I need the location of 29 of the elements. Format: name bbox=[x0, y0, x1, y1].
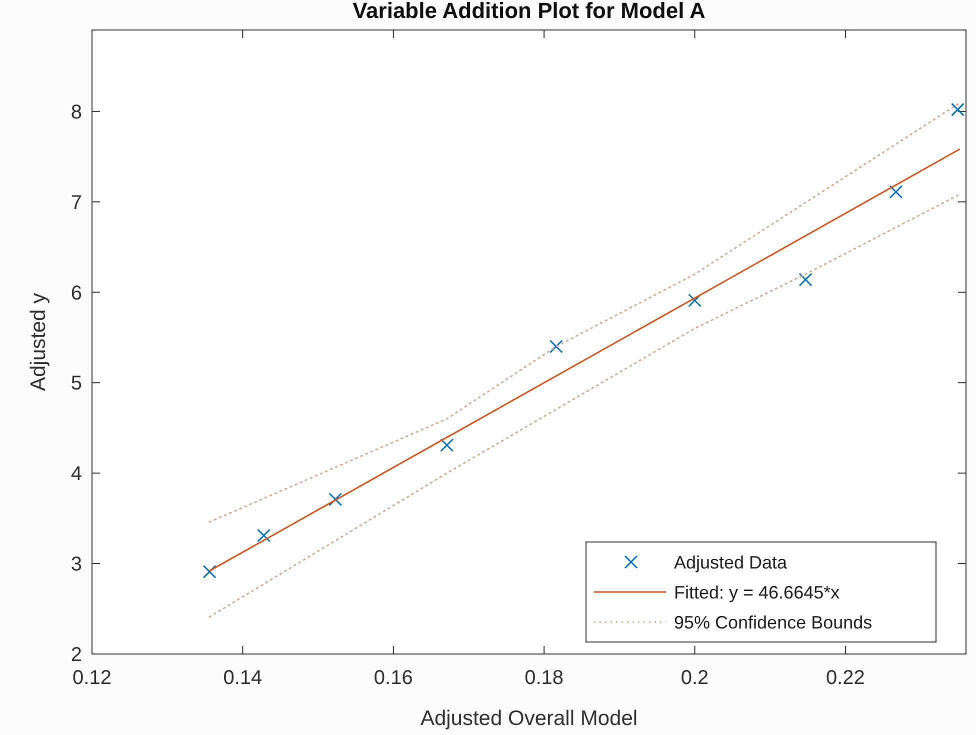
y-tick-label: 3 bbox=[70, 554, 82, 576]
x-tick-label: 0.22 bbox=[826, 667, 865, 689]
x-tick-label: 0.14 bbox=[223, 667, 262, 689]
x-tick-label: 0.2 bbox=[680, 667, 709, 689]
point bbox=[440, 438, 454, 452]
legend-label: 95% Confidence Bounds bbox=[674, 612, 872, 632]
chart-title: Variable Addition Plot for Model A bbox=[352, 0, 706, 23]
x-tick-label: 0.16 bbox=[374, 667, 413, 689]
x-axis-title: Adjusted Overall Model bbox=[420, 707, 638, 730]
line-series bbox=[208, 102, 960, 523]
y-tick-label: 5 bbox=[70, 372, 82, 395]
point bbox=[257, 528, 271, 542]
point bbox=[202, 564, 216, 578]
point bbox=[549, 340, 563, 354]
point bbox=[889, 185, 903, 199]
y-tick-label: 4 bbox=[70, 463, 82, 486]
y-tick-label: 7 bbox=[70, 192, 82, 214]
point bbox=[798, 272, 812, 286]
point bbox=[328, 492, 342, 506]
point bbox=[688, 294, 702, 308]
x-tick-label: 0.12 bbox=[72, 667, 112, 689]
y-tick-label: 8 bbox=[70, 101, 82, 124]
y-axis-title: Adjusted y bbox=[27, 292, 50, 392]
point bbox=[950, 102, 964, 116]
y-tick-label: 6 bbox=[70, 282, 82, 304]
x-tick-label: 0.18 bbox=[524, 667, 564, 689]
legend-label: Fitted: y = 46.6645*x bbox=[674, 582, 840, 602]
y-tick-label: 2 bbox=[70, 644, 82, 666]
legend-label: Adjusted Data bbox=[674, 552, 788, 572]
